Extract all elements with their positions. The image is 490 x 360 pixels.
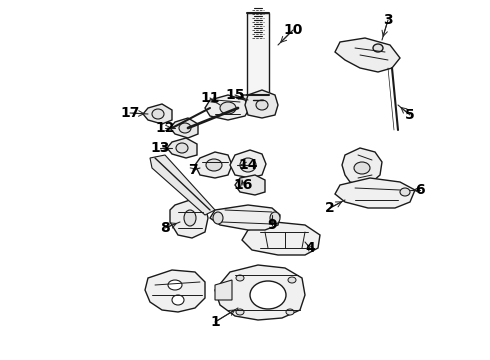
Polygon shape bbox=[335, 178, 415, 208]
Polygon shape bbox=[167, 138, 197, 158]
Text: 10: 10 bbox=[283, 23, 303, 37]
Ellipse shape bbox=[252, 101, 264, 109]
Text: 9: 9 bbox=[267, 218, 277, 232]
Ellipse shape bbox=[354, 162, 370, 174]
Ellipse shape bbox=[250, 281, 286, 309]
Polygon shape bbox=[150, 155, 215, 215]
Ellipse shape bbox=[270, 212, 280, 224]
Polygon shape bbox=[145, 270, 205, 312]
Polygon shape bbox=[242, 222, 320, 255]
Ellipse shape bbox=[373, 44, 383, 52]
Text: 7: 7 bbox=[188, 163, 198, 177]
Text: 13: 13 bbox=[150, 141, 170, 155]
Ellipse shape bbox=[256, 100, 268, 110]
Ellipse shape bbox=[172, 295, 184, 305]
Ellipse shape bbox=[179, 123, 191, 133]
Polygon shape bbox=[230, 150, 266, 178]
Ellipse shape bbox=[236, 309, 244, 315]
Polygon shape bbox=[210, 205, 280, 230]
Ellipse shape bbox=[240, 158, 256, 172]
Text: 15: 15 bbox=[225, 88, 245, 102]
Text: 3: 3 bbox=[383, 13, 393, 27]
Polygon shape bbox=[245, 90, 278, 118]
Text: 5: 5 bbox=[405, 108, 415, 122]
Ellipse shape bbox=[286, 309, 294, 315]
Text: 4: 4 bbox=[305, 241, 315, 255]
Polygon shape bbox=[170, 200, 208, 238]
Ellipse shape bbox=[176, 143, 188, 153]
Text: 11: 11 bbox=[200, 91, 220, 105]
Polygon shape bbox=[195, 152, 232, 178]
Ellipse shape bbox=[288, 277, 296, 283]
Polygon shape bbox=[143, 104, 172, 124]
Ellipse shape bbox=[213, 212, 223, 224]
Polygon shape bbox=[247, 13, 269, 95]
Polygon shape bbox=[241, 95, 275, 107]
Ellipse shape bbox=[400, 188, 410, 196]
Polygon shape bbox=[215, 265, 305, 320]
Polygon shape bbox=[342, 148, 382, 185]
Ellipse shape bbox=[184, 210, 196, 226]
Ellipse shape bbox=[236, 275, 244, 281]
Text: 1: 1 bbox=[210, 315, 220, 329]
Ellipse shape bbox=[206, 159, 222, 171]
Polygon shape bbox=[215, 280, 232, 300]
Ellipse shape bbox=[152, 109, 164, 119]
Polygon shape bbox=[235, 175, 265, 195]
Ellipse shape bbox=[168, 280, 182, 290]
Text: 2: 2 bbox=[325, 201, 335, 215]
Text: 17: 17 bbox=[121, 106, 140, 120]
Polygon shape bbox=[205, 95, 250, 120]
Ellipse shape bbox=[220, 102, 236, 114]
Text: 8: 8 bbox=[160, 221, 170, 235]
Polygon shape bbox=[170, 118, 198, 138]
Text: 12: 12 bbox=[155, 121, 175, 135]
Text: 6: 6 bbox=[415, 183, 425, 197]
Text: 16: 16 bbox=[233, 178, 253, 192]
Text: 14: 14 bbox=[238, 158, 258, 172]
Polygon shape bbox=[335, 38, 400, 72]
